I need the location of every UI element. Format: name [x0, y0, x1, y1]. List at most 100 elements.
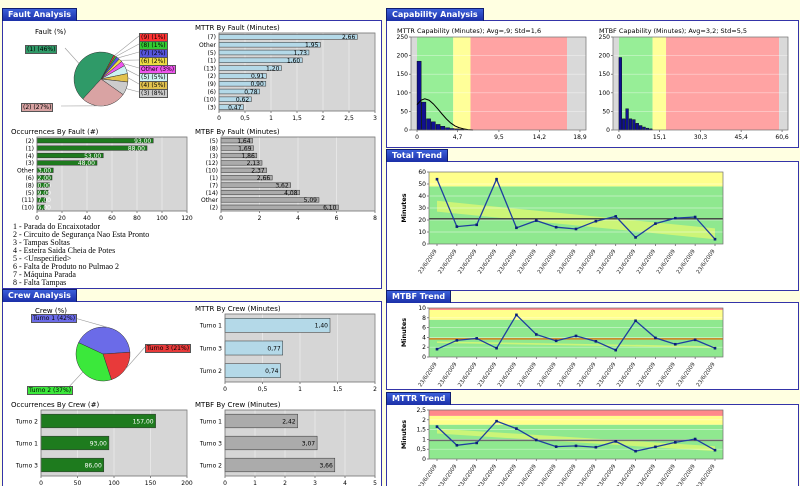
svg-text:14,2: 14,2: [533, 134, 547, 141]
mtbf-trend-panel: 0 2 4 6 8 10 23/6/2009 23/6/2009 23/6/2009 23/6/2…: [386, 302, 799, 390]
tab-mttr-trend[interactable]: MTTR Trend: [386, 392, 452, 405]
svg-text:1: 1: [422, 436, 426, 443]
crew-percentage-pie-chart: Crew (%) Turno 1 (42%) Turno 3 (21%) Turno …: [11, 306, 197, 400]
fault-analysis-section: Fault Analysis Fault (%) (9) (1%) (8) (1%)…: [2, 2, 382, 289]
svg-text:(10): (10): [22, 205, 34, 212]
svg-text:0,5: 0,5: [258, 386, 268, 393]
mttr-trend-line-chart: 0 0,5 1 1,5 2 2,5 23/6/2009 23/6/2009 23/6/2009 2…: [399, 407, 729, 486]
svg-text:MTBF By Crew (Minutes): MTBF By Crew (Minutes): [195, 401, 281, 409]
svg-text:1,20: 1,20: [266, 65, 280, 72]
svg-text:3,66: 3,66: [319, 462, 333, 469]
svg-text:250: 250: [397, 34, 409, 41]
svg-text:23/6/2009: 23/6/2009: [497, 248, 518, 275]
svg-text:23/6/2009: 23/6/2009: [676, 361, 697, 388]
svg-text:5: 5: [373, 480, 377, 486]
svg-text:2: 2: [283, 480, 287, 486]
tab-capability-analysis[interactable]: Capability Analysis: [386, 8, 484, 21]
svg-text:23/6/2009: 23/6/2009: [477, 361, 498, 388]
fault-legend-item: 4 - Esteira Saida Cheia de Potes: [13, 246, 116, 255]
svg-text:Turno 3: Turno 3: [15, 462, 38, 469]
svg-text:200: 200: [181, 480, 193, 486]
svg-text:93,00: 93,00: [90, 440, 107, 447]
svg-text:Turno 1: Turno 1: [15, 440, 38, 447]
svg-text:23/6/2009: 23/6/2009: [457, 248, 478, 275]
svg-text:23/6/2009: 23/6/2009: [457, 463, 478, 486]
svg-text:23/6/2009: 23/6/2009: [656, 463, 677, 486]
svg-text:23/6/2009: 23/6/2009: [696, 463, 717, 486]
svg-text:10: 10: [418, 305, 426, 312]
mtbf-capability-histogram: MTBF Capability (Minutes); Avg=3,2; Std=…: [595, 25, 791, 143]
svg-text:(13): (13): [204, 65, 216, 72]
svg-text:53,00: 53,00: [84, 153, 101, 160]
svg-text:2,13: 2,13: [247, 160, 261, 167]
svg-text:4: 4: [422, 334, 426, 341]
pie-slice-label: Turno 3 (21%): [145, 344, 192, 353]
tab-mtbf-trend[interactable]: MTBF Trend: [386, 290, 452, 303]
svg-text:12,00: 12,00: [34, 175, 51, 182]
svg-text:120: 120: [181, 215, 193, 222]
svg-text:23/6/2009: 23/6/2009: [616, 361, 637, 388]
svg-text:(8): (8): [210, 145, 219, 152]
svg-text:10: 10: [418, 229, 426, 236]
svg-text:20: 20: [58, 215, 66, 222]
fault-legend-item: 7 - Máquina Parada: [13, 270, 76, 279]
svg-text:2,5: 2,5: [416, 407, 426, 414]
svg-text:23/6/2009: 23/6/2009: [418, 248, 439, 275]
svg-text:1,69: 1,69: [238, 145, 252, 152]
svg-text:1,5: 1,5: [416, 427, 426, 434]
svg-text:0,78: 0,78: [244, 89, 258, 96]
svg-text:48,00: 48,00: [78, 160, 95, 167]
svg-text:23/6/2009: 23/6/2009: [517, 248, 538, 275]
svg-text:13,00: 13,00: [34, 168, 51, 175]
svg-text:23/6/2009: 23/6/2009: [437, 361, 458, 388]
svg-text:150: 150: [599, 71, 611, 78]
svg-text:0,77: 0,77: [267, 345, 281, 352]
svg-text:0: 0: [404, 127, 408, 134]
svg-text:20: 20: [418, 217, 426, 224]
pie-slice-label: (2) (27%): [21, 103, 54, 112]
svg-text:Turno 1: Turno 1: [199, 323, 222, 330]
fault-legend-item: 3 - Tampas Soltas: [13, 238, 70, 247]
svg-text:7,00: 7,00: [38, 197, 52, 204]
svg-text:Other: Other: [201, 197, 219, 204]
svg-text:2: 2: [321, 115, 325, 122]
svg-text:(5): (5): [210, 138, 219, 145]
svg-text:(5): (5): [26, 190, 35, 197]
svg-text:100: 100: [397, 90, 409, 97]
tab-fault-analysis[interactable]: Fault Analysis: [2, 8, 77, 21]
svg-text:6: 6: [422, 325, 426, 332]
svg-text:0: 0: [415, 134, 419, 141]
svg-text:200: 200: [599, 53, 611, 60]
svg-text:23/6/2009: 23/6/2009: [497, 361, 518, 388]
svg-text:Turno 2: Turno 2: [15, 418, 38, 425]
mttr-capability-histogram: MTTR Capability (Minutes); Avg=,9; Std=1…: [393, 25, 589, 143]
svg-text:23/6/2009: 23/6/2009: [596, 361, 617, 388]
svg-text:60: 60: [418, 169, 426, 176]
svg-text:1,95: 1,95: [305, 42, 319, 49]
tab-total-trend[interactable]: Total Trend: [386, 149, 449, 162]
tab-crew-analysis[interactable]: Crew Analysis: [2, 289, 77, 302]
svg-text:(1): (1): [210, 175, 219, 182]
svg-text:30: 30: [418, 205, 426, 212]
svg-text:2,66: 2,66: [257, 175, 271, 182]
svg-text:23/6/2009: 23/6/2009: [676, 463, 697, 486]
svg-text:250: 250: [599, 34, 611, 41]
svg-text:0: 0: [606, 127, 610, 134]
svg-text:5,09: 5,09: [304, 197, 318, 204]
svg-text:23/6/2009: 23/6/2009: [418, 463, 439, 486]
svg-text:23/6/2009: 23/6/2009: [576, 361, 597, 388]
svg-text:23/6/2009: 23/6/2009: [696, 248, 717, 275]
svg-text:50: 50: [418, 181, 426, 188]
svg-text:(2): (2): [210, 205, 219, 212]
total-trend-section: Total Trend 0 10 20 30 40 50 60 23/6/2009 23/6/2…: [386, 143, 799, 291]
svg-text:0,47: 0,47: [228, 104, 242, 111]
occurrences-by-crew-bar-chart: Occurrences By Crew (#) 0 50 100 150 200 Turno…: [11, 400, 193, 486]
svg-text:0: 0: [219, 215, 223, 222]
svg-text:1: 1: [298, 386, 302, 393]
svg-text:Fault (%): Fault (%): [35, 28, 66, 36]
svg-text:1,64: 1,64: [237, 138, 251, 145]
svg-text:23/6/2009: 23/6/2009: [576, 248, 597, 275]
svg-text:0: 0: [422, 241, 426, 248]
svg-text:150: 150: [397, 71, 409, 78]
